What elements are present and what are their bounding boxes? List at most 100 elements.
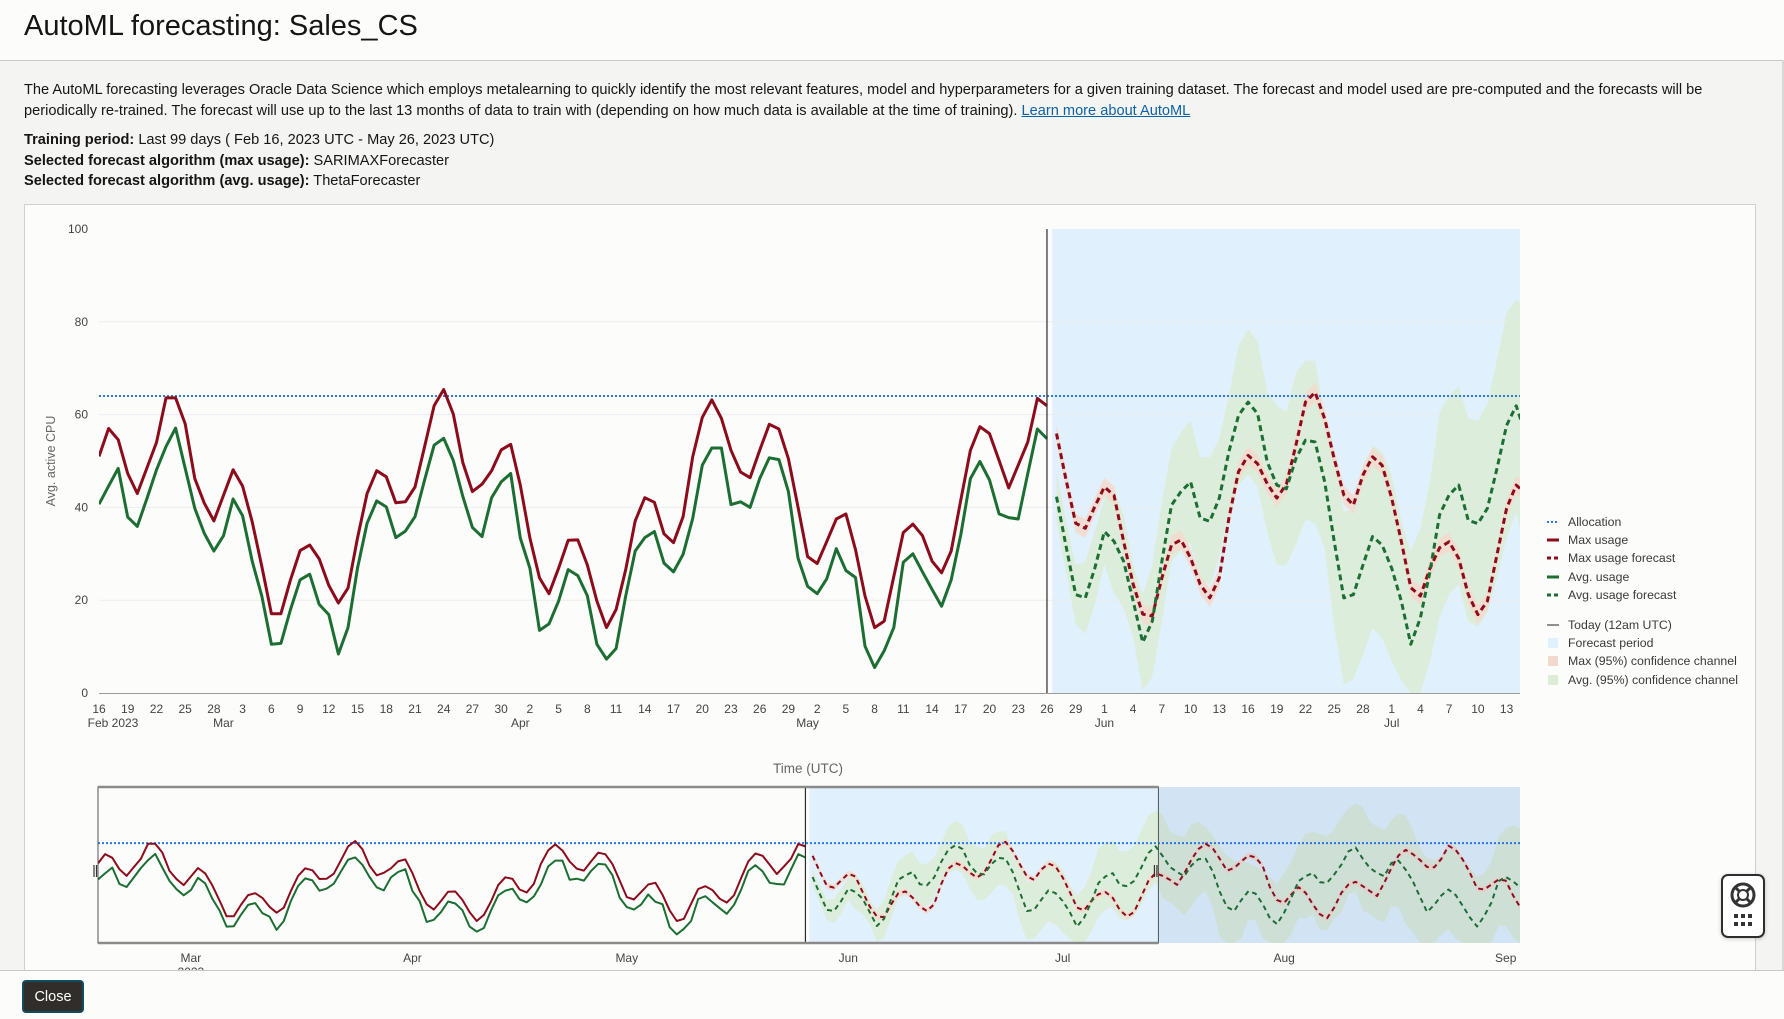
legend-marker-square-icon [1548, 674, 1558, 685]
y-axis-title: Avg. active CPU [44, 416, 58, 507]
x-tick-label: 13 [1500, 702, 1514, 716]
x-tick-label: 19 [121, 702, 135, 716]
x-tick-label: 4 [1417, 702, 1424, 716]
y-tick-label: 0 [81, 686, 88, 700]
main-series-avg-usage [99, 426, 1049, 669]
details: Training period: Last 99 days ( Feb 16, … [24, 130, 1749, 192]
legend-item[interactable]: Max usage [1547, 531, 1738, 549]
x-tick-label: 16 [1241, 702, 1255, 716]
main-series-max-usage-forecast [1055, 390, 1520, 618]
legend-label: Avg. (95%) confidence channel [1568, 672, 1738, 687]
legend-marker-square-icon [1548, 656, 1558, 667]
navigator-month-label: Mar [181, 951, 202, 965]
navigator-left-handle[interactable] [93, 865, 98, 877]
x-tick-label: 12 [322, 702, 336, 716]
navigator-series-max-usage-forecast [811, 840, 1520, 920]
detail-label: Selected forecast algorithm (max usage): [24, 152, 310, 169]
legend-item[interactable]: Avg. usage [1547, 568, 1738, 586]
legend-label: Today (12am UTC) [1568, 618, 1672, 633]
x-tick-label: 7 [1159, 702, 1166, 716]
navigator-month-label: Jul [1055, 951, 1070, 965]
description-text: The AutoML forecasting leverages Oracle … [24, 82, 1703, 119]
forecast-chart-card: 0 20 40 60 80 100 16 19 22 25 28 3 6 9 12 15 18 21 24 27 30 2… [24, 204, 1756, 986]
x-tick-label: 28 [1356, 702, 1370, 716]
navigator-month-label: May [615, 951, 638, 965]
x-axis-title: Time (UTC) [773, 761, 843, 776]
x-tick-label: 5 [843, 702, 850, 716]
detail-label: Training period: [24, 132, 135, 148]
detail-value: Last 99 days ( Feb 16, 2023 UTC - May 26… [134, 132, 495, 148]
learn-more-link[interactable]: Learn more about AutoML [1021, 103, 1191, 119]
close-button[interactable]: Close [22, 980, 84, 1013]
x-tick-label: 13 [1213, 702, 1227, 716]
training-period: Training period: Last 99 days ( Feb 16, … [24, 130, 1749, 151]
legend-label: Forecast period [1568, 636, 1654, 651]
legend-marker-solid-icon [1547, 538, 1559, 542]
x-month-label: May [796, 716, 819, 730]
x-tick-label: 26 [1040, 702, 1054, 716]
detail-value: ThetaForecaster [309, 173, 421, 189]
x-tick-label: 9 [297, 702, 304, 716]
main-plot [99, 229, 1520, 693]
legend-marker-dotted-icon [1547, 521, 1559, 524]
legend-label: Avg. usage forecast [1568, 587, 1677, 602]
x-tick-label: 21 [408, 702, 422, 716]
legend-marker-thin-icon [1547, 624, 1559, 626]
x-tick-label: 25 [178, 702, 192, 716]
detail-label: Selected forecast algorithm (avg. usage)… [24, 173, 310, 189]
x-tick-label: 10 [1184, 702, 1198, 716]
main-avg-confidence-band [1056, 299, 1520, 693]
x-tick-label: 20 [983, 702, 997, 716]
x-tick-label: 15 [351, 702, 365, 716]
x-tick-label: 25 [1328, 702, 1342, 716]
legend-item[interactable]: Allocation [1547, 513, 1738, 531]
x-tick-label: 14 [638, 702, 652, 716]
x-tick-label: 19 [1270, 702, 1284, 716]
legend-item[interactable]: Avg. (95%) confidence channel [1547, 671, 1738, 689]
navigator-month-label: Jun [839, 951, 858, 965]
x-tick-label: 27 [466, 702, 480, 716]
legend-item[interactable]: Avg. usage forecast [1547, 586, 1738, 604]
navigator-month-label: Apr [403, 951, 422, 965]
legend-item[interactable]: Today (12am UTC) [1547, 616, 1738, 634]
navigator-month-label: Sep [1495, 951, 1517, 965]
legend-item[interactable]: Forecast period [1547, 634, 1738, 652]
algorithm-avg: Selected forecast algorithm (avg. usage)… [24, 171, 1749, 192]
dialog-header: AutoML forecasting: Sales_CS [0, 0, 1784, 61]
main-max-confidence-band [1056, 383, 1520, 626]
legend-label: Max usage forecast [1568, 551, 1676, 566]
legend-gap [1547, 604, 1738, 616]
x-month-label: Jul [1384, 716, 1399, 730]
y-tick-label: 40 [75, 500, 89, 514]
navigator-plot [98, 787, 1520, 943]
x-tick-label: 11 [897, 702, 910, 716]
x-tick-label: 2 [814, 702, 821, 716]
x-tick-label: 10 [1471, 702, 1485, 716]
legend-marker-solid-icon [1547, 575, 1559, 579]
x-tick-label: 20 [696, 702, 710, 716]
x-tick-label: 3 [239, 702, 246, 716]
legend-label: Allocation [1568, 515, 1622, 530]
navigator-series-max-usage [98, 840, 806, 922]
lifebuoy-icon [1730, 882, 1756, 926]
legend-label: Max (95%) confidence channel [1568, 654, 1737, 669]
x-tick-label: 8 [871, 702, 878, 716]
legend-item[interactable]: Max (95%) confidence channel [1547, 652, 1738, 670]
page-title: AutoML forecasting: Sales_CS [24, 10, 418, 42]
main-series-max-usage [99, 388, 1048, 630]
scrollbar-track[interactable] [1782, 60, 1784, 970]
x-tick-label: 29 [782, 702, 796, 716]
y-tick-label: 80 [75, 315, 89, 329]
x-tick-label: 29 [1069, 702, 1083, 716]
x-tick-label: 2 [527, 702, 534, 716]
y-tick-label: 100 [68, 222, 88, 236]
x-tick-label: 26 [753, 702, 767, 716]
navigator-right-handle[interactable] [1153, 865, 1158, 877]
x-month-label: Mar [213, 716, 234, 730]
help-widget[interactable] [1721, 874, 1765, 938]
navigator-avg-confidence-band [812, 803, 1520, 943]
legend-item[interactable]: Max usage forecast [1547, 549, 1738, 567]
x-tick-label: 16 [92, 702, 106, 716]
x-tick-label: 23 [1012, 702, 1026, 716]
navigator-max-confidence-band [812, 838, 1520, 922]
